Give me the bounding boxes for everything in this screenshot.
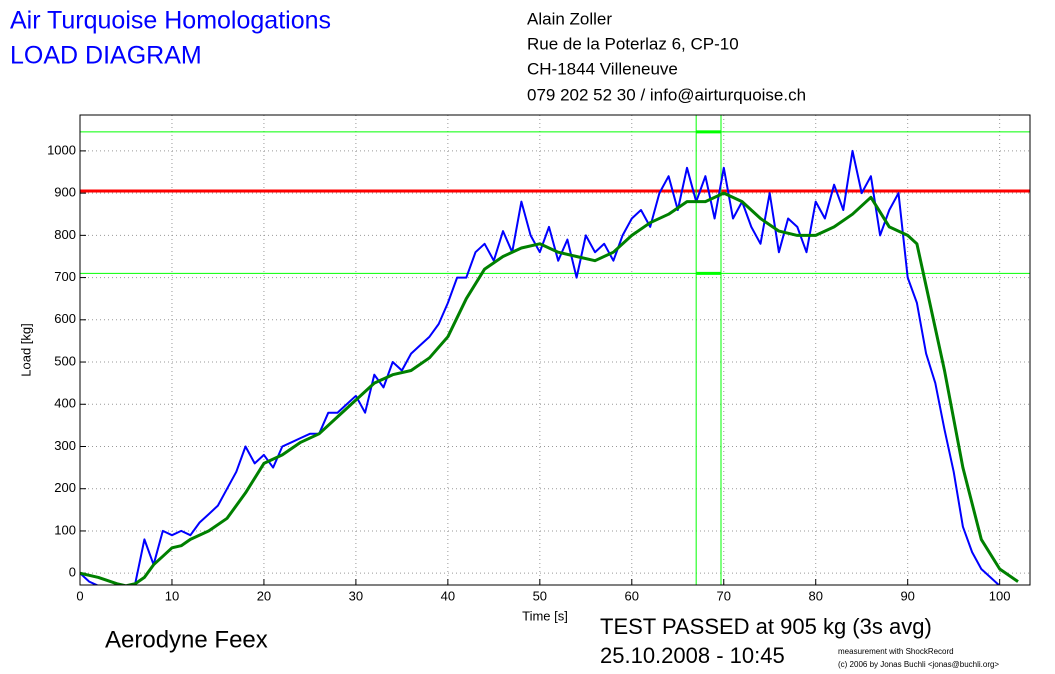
address-line: CH-1844 Villeneuve <box>527 59 678 78</box>
x-tick-label: 0 <box>76 588 83 603</box>
result-text: TEST PASSED at 905 kg (3s avg) <box>600 614 932 639</box>
credit: measurement with ShockRecord <box>838 647 954 656</box>
x-tick-label: 70 <box>717 588 731 603</box>
y-tick-label: 900 <box>54 185 76 200</box>
address-line: Rue de la Poterlaz 6, CP-10 <box>527 34 739 53</box>
x-tick-label: 100 <box>989 588 1011 603</box>
x-tick-label: 10 <box>165 588 179 603</box>
x-tick-label: 80 <box>808 588 822 603</box>
y-tick-label: 300 <box>54 438 76 453</box>
y-tick-label: 800 <box>54 227 76 242</box>
y-tick-label: 200 <box>54 480 76 495</box>
plot-area <box>80 115 1030 585</box>
x-tick-label: 60 <box>625 588 639 603</box>
x-tick-label: 40 <box>441 588 455 603</box>
y-tick-label: 1000 <box>47 142 76 157</box>
y-tick-label: 500 <box>54 353 76 368</box>
x-tick-label: 30 <box>349 588 363 603</box>
y-tick-label: 600 <box>54 311 76 326</box>
x-axis-label: Time [s] <box>522 608 568 623</box>
data-line <box>80 191 1019 585</box>
chart-title: Air Turquoise Homologations <box>10 7 331 35</box>
y-tick-label: 700 <box>54 269 76 284</box>
y-axis-label: Load [kg] <box>18 323 33 377</box>
y-tick-label: 100 <box>54 522 76 537</box>
result-date: 25.10.2008 - 10:45 <box>600 643 785 668</box>
y-tick-label: 0 <box>69 565 76 580</box>
x-tick-label: 90 <box>900 588 914 603</box>
x-tick-label: 20 <box>257 588 271 603</box>
data-line <box>80 149 1001 585</box>
credit: (c) 2006 by Jonas Buchli <jonas@buchli.o… <box>838 660 999 669</box>
y-tick-label: 400 <box>54 396 76 411</box>
plot-frame <box>79 114 1031 586</box>
address-line: Alain Zoller <box>527 9 612 28</box>
chart-subtitle: LOAD DIAGRAM <box>10 42 202 70</box>
x-tick-label: 50 <box>533 588 547 603</box>
address-line: 079 202 52 30 / info@airturquoise.ch <box>527 85 806 104</box>
glider-name: Aerodyne Feex <box>105 626 268 653</box>
